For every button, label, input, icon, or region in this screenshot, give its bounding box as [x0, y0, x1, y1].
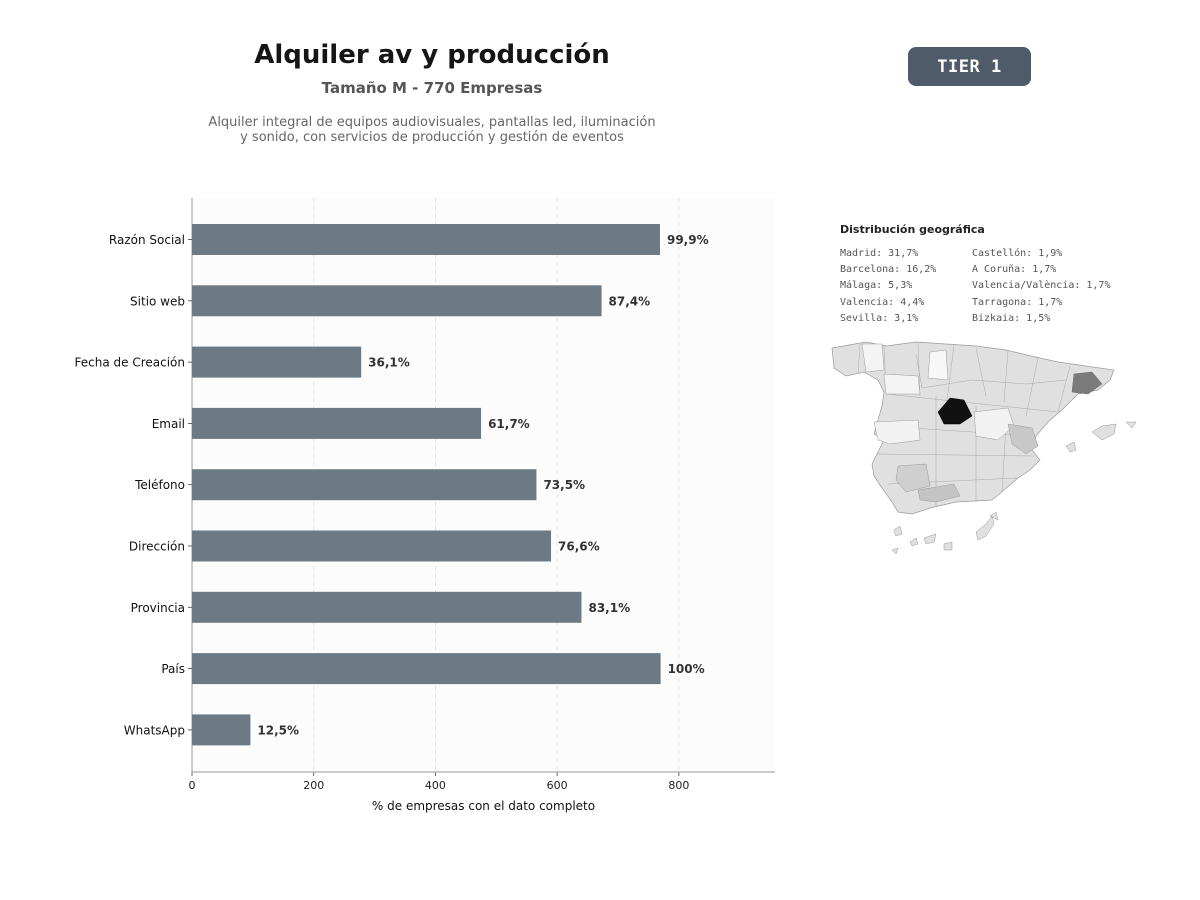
- x-tick-label: 400: [425, 779, 446, 792]
- map-region-valencia: [1007, 423, 1039, 455]
- spain-map: [831, 341, 1137, 555]
- map-region-extremadura: [873, 419, 921, 445]
- geo-item: Castellón: 1,9%: [972, 248, 1063, 259]
- category-label: Sitio web: [130, 294, 185, 308]
- bar: [192, 469, 537, 501]
- category-label: Dirección: [129, 540, 185, 554]
- data-label: 76,6%: [558, 540, 600, 554]
- data-label: 36,1%: [368, 356, 410, 370]
- map-region-burgos-low: [927, 349, 949, 381]
- geo-list-right: Castellón: 1,9% A Coruña: 1,7% Valencia/…: [972, 246, 1110, 327]
- map-region-leon: [883, 373, 921, 395]
- geo-item: Tarragona: 1,7%: [972, 296, 1063, 308]
- data-label: 100%: [668, 662, 705, 676]
- bar: [192, 714, 251, 746]
- chart-subtitle: Tamaño M - 770 Empresas: [321, 79, 543, 97]
- x-tick-label: 600: [547, 779, 568, 792]
- tier-badge: TIER 1: [908, 47, 1031, 86]
- geo-item: A Coruña: 1,7%: [972, 264, 1057, 276]
- bar: [192, 530, 552, 562]
- geo-distribution-title: Distribución geográfica: [840, 223, 985, 236]
- description-line-1: Alquiler integral de equipos audiovisual…: [208, 115, 656, 130]
- map-canary-islands: [891, 511, 999, 555]
- data-label: 99,9%: [667, 233, 709, 247]
- geo-item: Bizkaia: 1,5%: [972, 312, 1051, 324]
- category-label: WhatsApp: [124, 723, 185, 737]
- category-label: Email: [152, 417, 185, 431]
- data-label: 73,5%: [543, 478, 585, 492]
- geo-item: Madrid: 31,7%: [840, 248, 919, 259]
- category-label: Provincia: [131, 601, 185, 615]
- bar: [192, 407, 482, 439]
- map-region-malaga: [917, 483, 961, 503]
- geo-item: Barcelona: 16,2%: [840, 264, 937, 276]
- bar: [192, 346, 362, 378]
- geo-list-left: Madrid: 31,7% Barcelona: 16,2% Málaga: 5…: [840, 246, 936, 327]
- x-tick-label: 0: [189, 779, 196, 792]
- map-region-galicia-low: [861, 343, 885, 373]
- category-label: Fecha de Creación: [75, 356, 185, 370]
- sector-description: Alquiler integral de equipos audiovisual…: [182, 115, 682, 145]
- geo-item: Valencia/València: 1,7%: [972, 280, 1111, 292]
- data-label: 12,5%: [257, 723, 299, 737]
- x-tick-label: 800: [668, 779, 689, 792]
- geo-item: Valencia: 4,4%: [840, 296, 925, 308]
- category-label: Razón Social: [109, 233, 185, 247]
- bar-chart: 0 200 400 600 800 Razón Social 99,9% Sitio web 8…: [75, 198, 775, 813]
- map-province-borders: [857, 342, 1071, 506]
- data-label: 83,1%: [588, 601, 630, 615]
- map-region-madrid: [937, 397, 973, 425]
- category-label: País: [161, 662, 185, 676]
- bar: [192, 224, 660, 255]
- x-tick-label: 200: [303, 779, 324, 792]
- map-region-barcelona: [1071, 371, 1103, 395]
- data-label: 61,7%: [488, 417, 530, 431]
- description-line-2: y sonido, con servicios de producción y …: [240, 130, 624, 145]
- map-balearic-islands: [1065, 421, 1137, 453]
- geo-item: Sevilla: 3,1%: [840, 312, 919, 324]
- data-label: 87,4%: [609, 294, 651, 308]
- bar: [192, 591, 582, 623]
- map-region-sevilla: [895, 463, 931, 493]
- bar: [192, 285, 602, 317]
- category-label: Teléfono: [134, 478, 185, 492]
- bar: [192, 653, 661, 685]
- x-axis-label: % de empresas con el dato completo: [372, 799, 595, 813]
- map-region-cuenca: [973, 407, 1015, 441]
- geo-item: Málaga: 5,3%: [840, 280, 913, 292]
- chart-title: Alquiler av y producción: [254, 40, 610, 70]
